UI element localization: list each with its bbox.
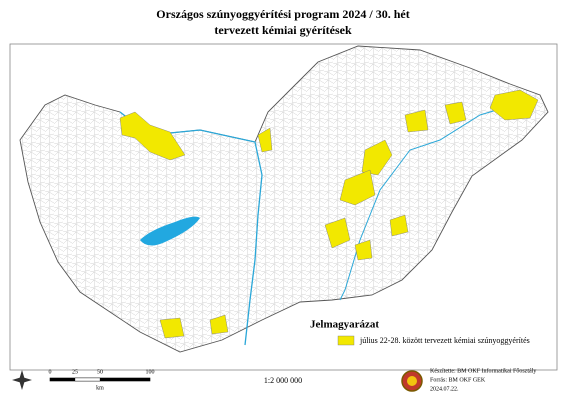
map-frame: [9, 43, 558, 371]
credit: 2024.07.22.: [430, 386, 459, 392]
scale-label: 25: [72, 369, 78, 375]
scale-label: 100: [146, 369, 155, 375]
lake-balaton: [140, 216, 200, 246]
scale-label: 50: [97, 369, 103, 375]
title: Országos szúnyoggyérítési program 2024 /…: [156, 7, 409, 21]
compass: [12, 370, 32, 390]
subtitle: tervezett kémiai gyérítések: [214, 23, 352, 37]
scale-label: 0: [49, 369, 52, 375]
map-scale: 1:2 000 000: [264, 376, 302, 385]
legend-swatch: [337, 335, 355, 346]
treatment-areas: [119, 89, 539, 339]
credit: Készítette: BM OKF Informatikai Főosztál…: [430, 367, 536, 374]
river-tisza: [339, 99, 531, 301]
legend-title: Jelmagyarázat: [310, 319, 379, 331]
scale-unit: km: [96, 385, 104, 391]
legend-item: július 22-28. között tervezett kémiai sz…: [359, 336, 530, 345]
scale-bar: [49, 377, 151, 382]
credit: Forrás: BM OKF GEK: [430, 377, 486, 383]
logo: [401, 370, 423, 392]
